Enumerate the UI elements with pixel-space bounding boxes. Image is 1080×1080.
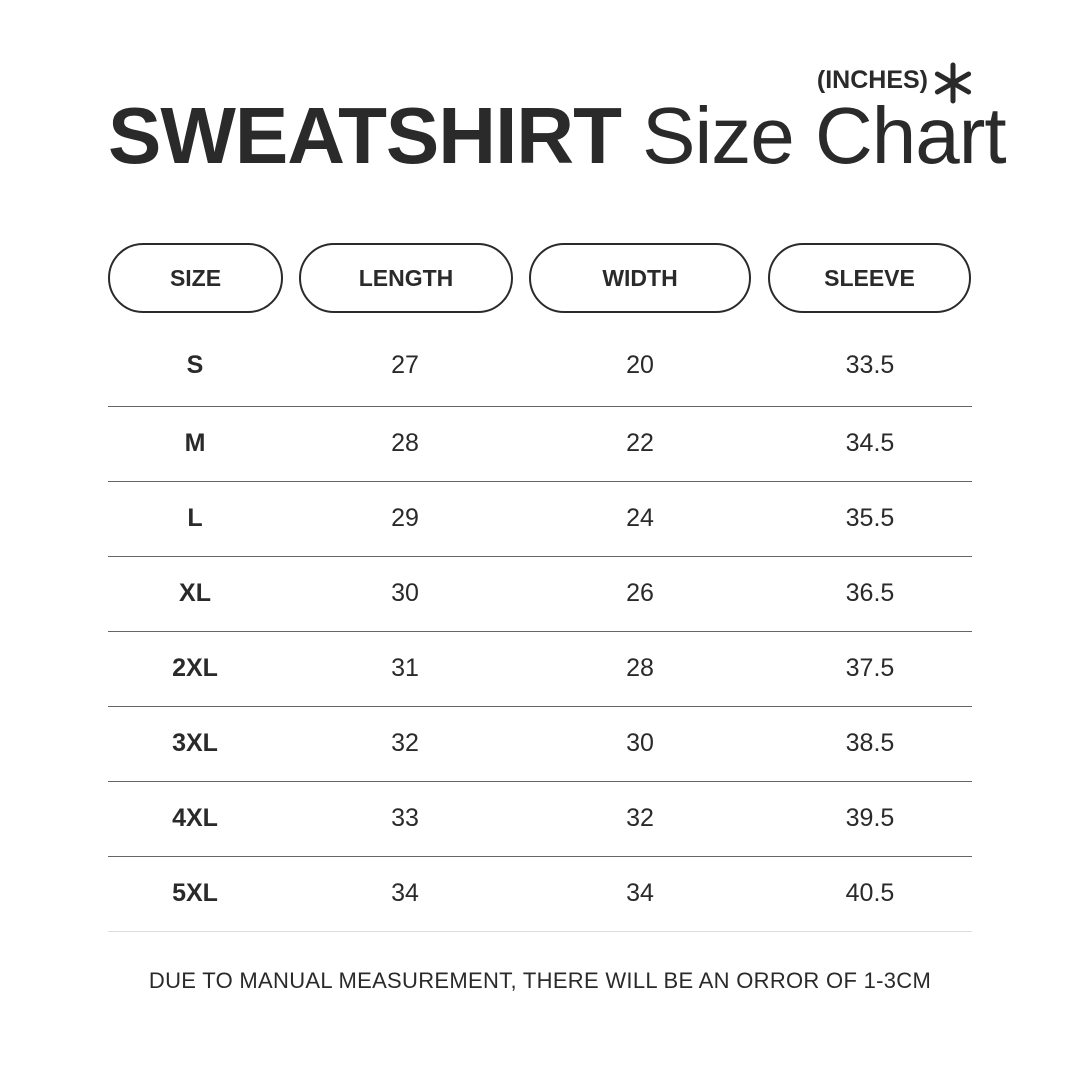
table-row: S 27 20 33.5 [108, 325, 972, 407]
cell-sleeve: 36.5 [845, 579, 895, 607]
cell-length: 29 [391, 504, 419, 532]
cell-length: 30 [391, 579, 419, 607]
cell-sleeve: 38.5 [845, 729, 895, 757]
cell-length: 27 [391, 351, 419, 379]
table-row: 5XL 34 34 40.5 [108, 856, 972, 932]
cell-sleeve: 37.5 [845, 654, 895, 682]
table-row: 4XL 33 32 39.5 [108, 781, 972, 857]
cell-sleeve: 34.5 [845, 429, 895, 457]
cell-width: 30 [626, 729, 654, 757]
cell-width: 26 [626, 579, 654, 607]
table-row: XL 30 26 36.5 [108, 556, 972, 632]
cell-width: 28 [626, 654, 654, 682]
cell-size: XL [179, 579, 211, 607]
cell-width: 20 [626, 351, 654, 379]
header-length: LENGTH [299, 243, 513, 313]
header-size: SIZE [108, 243, 283, 313]
table-row: 2XL 31 28 37.5 [108, 631, 972, 707]
cell-size: L [187, 504, 203, 532]
header-width: WIDTH [529, 243, 751, 313]
page-title: SWEATSHIRT Size Chart [108, 96, 1007, 176]
cell-sleeve: 35.5 [845, 504, 895, 532]
footer-note: DUE TO MANUAL MEASUREMENT, THERE WILL BE… [148, 968, 932, 993]
cell-length: 32 [391, 729, 419, 757]
asterisk-icon [934, 62, 972, 104]
cell-width: 24 [626, 504, 654, 532]
table-row: 3XL 32 30 38.5 [108, 706, 972, 782]
cell-width: 34 [626, 879, 654, 907]
units-label: (INCHES) [816, 66, 928, 94]
cell-length: 33 [391, 804, 419, 832]
title-bold: SWEATSHIRT [108, 91, 622, 180]
header-sleeve: SLEEVE [768, 243, 971, 313]
cell-width: 32 [626, 804, 654, 832]
cell-size: 2XL [172, 654, 218, 682]
cell-sleeve: 39.5 [845, 804, 895, 832]
table-row: L 29 24 35.5 [108, 481, 972, 557]
cell-length: 28 [391, 429, 419, 457]
cell-sleeve: 33.5 [845, 351, 895, 379]
cell-size: M [184, 429, 206, 457]
cell-sleeve: 40.5 [845, 879, 895, 907]
cell-length: 31 [391, 654, 419, 682]
cell-size: 4XL [172, 804, 218, 832]
table-row: M 28 22 34.5 [108, 406, 972, 482]
cell-width: 22 [626, 429, 654, 457]
cell-size: 5XL [172, 879, 218, 907]
title-light: Size Chart [642, 91, 1006, 180]
cell-size: S [186, 351, 204, 379]
cell-size: 3XL [172, 729, 218, 757]
cell-length: 34 [391, 879, 419, 907]
